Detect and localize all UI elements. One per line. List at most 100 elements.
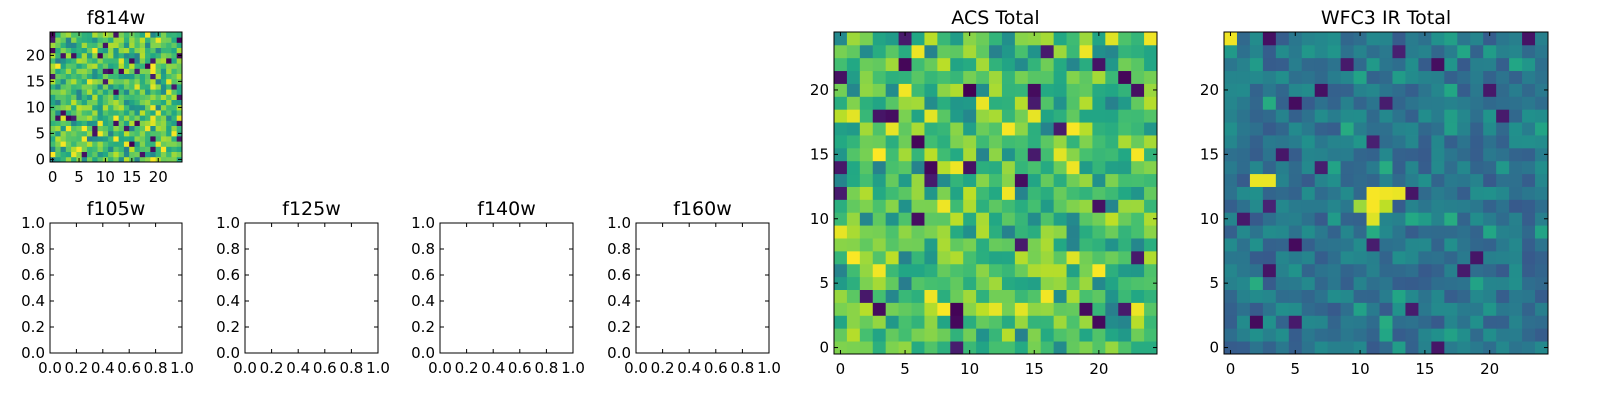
heatmap-cell [1262,122,1277,136]
heatmap-cell [1496,225,1510,239]
heatmap-cell [1224,315,1238,329]
heatmap-cell [1066,238,1080,252]
heatmap-cell [1470,263,1484,278]
heatmap-cell [113,47,120,54]
heatmap-cell [60,58,67,64]
heatmap-cell [1483,199,1497,213]
heatmap-cell [1066,122,1080,136]
heatmap-cell [1144,315,1158,329]
heatmap-cell [145,52,151,59]
y-tick-label: 0 [1209,339,1219,357]
heatmap-cell [924,83,938,97]
heatmap-cell [1457,225,1471,239]
heatmap-cell [1470,238,1484,252]
heatmap-cell [139,94,146,100]
heatmap-cell [92,141,98,147]
heatmap-cell [123,141,130,147]
heatmap-cell [155,141,162,147]
heatmap-cell [71,99,77,106]
heatmap-cell [1249,96,1264,110]
y-tick-label: 0.0 [411,344,435,362]
heatmap-cell [97,99,104,106]
heatmap-cell [1392,32,1406,46]
heatmap-cell [1444,186,1458,200]
heatmap-cell [86,99,93,106]
heatmap-cell [123,104,130,111]
heatmap-cell [50,115,56,121]
heatmap-cell [963,250,977,265]
heatmap-cell [1470,83,1484,97]
heatmap-cell [834,173,848,187]
heatmap-cell [1040,315,1055,329]
axes-frame [244,222,379,354]
heatmap-cell [108,130,114,137]
heatmap-cell [950,302,964,316]
heatmap-cell [76,110,83,116]
heatmap-cell [1001,44,1016,59]
heatmap-cell [108,42,114,48]
heatmap-cell [859,341,874,355]
heatmap-cell [1522,250,1536,265]
heatmap-cell [898,238,912,252]
heatmap-cell [1392,212,1406,226]
heatmap-cell [171,52,178,59]
heatmap-cell [911,173,925,187]
y-tick-label: 20 [1200,81,1219,99]
heatmap-cell [155,104,162,111]
heatmap-cell [1535,83,1549,97]
heatmap-cell [1301,238,1316,252]
heatmap-cell [859,70,874,84]
heatmap-cell [1066,160,1080,175]
heatmap-cell [150,141,156,147]
heatmap-cell [1522,44,1536,59]
heatmap-cell [1366,160,1380,175]
heatmap-cell [150,73,156,80]
heatmap-cell [1288,341,1303,355]
heatmap-cell [1340,212,1354,226]
heatmap-cell [86,110,93,116]
heatmap-cell [937,263,951,278]
heatmap-cell [1366,96,1380,110]
heatmap-cell [139,63,146,69]
heatmap-cell [1079,122,1093,136]
heatmap-cell [139,130,146,137]
heatmap-cell [950,250,964,265]
heatmap-cell [1053,147,1067,162]
heatmap-cell [846,70,861,84]
heatmap-cell [118,156,125,163]
heatmap-cell [1118,70,1132,84]
heatmap-cell [65,58,72,64]
heatmap-cell [1053,341,1067,355]
heatmap-cell [1392,341,1406,355]
heatmap-cell [1444,32,1458,46]
x-tick-label: 10 [96,168,115,186]
heatmap-cell [134,47,141,54]
heatmap-cell [1092,186,1106,200]
heatmap-cell [76,73,83,80]
heatmap-cell [976,289,990,303]
heatmap-cell [60,37,67,43]
heatmap-cell [55,47,61,54]
heatmap-cell [1405,83,1419,97]
heatmap-cell [176,141,183,147]
heatmap-cell [1001,109,1016,123]
heatmap-cell [171,58,178,64]
heatmap-cell [1262,96,1277,110]
heatmap-cell [1105,250,1119,265]
heatmap-cell [1470,160,1484,175]
heatmap-cell [1131,186,1145,200]
heatmap-cell [76,78,83,85]
heatmap-cell [1275,70,1290,84]
heatmap-cell [1483,225,1497,239]
heatmap-cell [989,57,1003,72]
heatmap-cell [898,83,912,97]
heatmap-cell [76,94,83,100]
heatmap-cell [123,89,130,95]
heatmap-cell [989,70,1003,84]
heatmap-cell [1079,32,1093,46]
heatmap-cell [97,68,104,74]
heatmap-cell [1457,109,1471,123]
heatmap-cell [1224,199,1238,213]
heatmap-cell [846,289,861,303]
heatmap-cell [1275,328,1290,342]
